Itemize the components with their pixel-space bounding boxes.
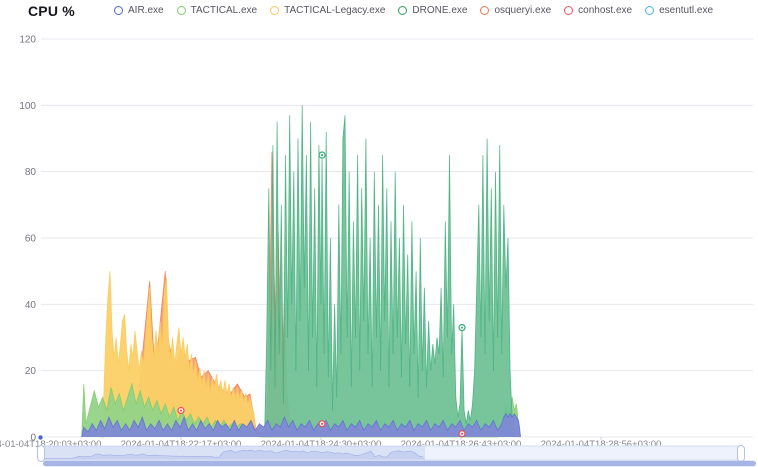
legend-series-circle-icon [270, 6, 280, 15]
legend-item-esentutl-exe[interactable]: esentutl.exe [645, 5, 713, 16]
legend-item-conhost-exe[interactable]: conhost.exe [564, 5, 632, 16]
y-axis-tick-label: 60 [25, 234, 37, 245]
x-axis-tick-label: 2024-01-04T18:28:56+03:00 [541, 439, 662, 450]
data-point-marker-core [460, 432, 464, 435]
x-axis-tick-label: 2024-01-04T18:22:17+03:00 [121, 439, 242, 450]
legend-item-tactical-legacy-exe[interactable]: TACTICAL-Legacy.exe [270, 5, 385, 16]
legend-item-label: conhost.exe [578, 5, 633, 16]
datazoom-left-handle[interactable] [37, 445, 45, 462]
legend-item-osqueryi-exe[interactable]: osqueryi.exe [480, 5, 551, 16]
legend-series-circle-icon [480, 6, 490, 15]
legend-item-label: TACTICAL-Legacy.exe [284, 5, 386, 16]
legend-series-circle-icon [398, 6, 408, 15]
series-area-TACTICAL.exe [81, 383, 520, 437]
legend-series-circle-icon [564, 6, 574, 15]
legend: AIR.exe TACTICAL.exe TACTICAL-Legacy.exe DR… [114, 3, 713, 18]
datazoom-selected-range[interactable] [41, 446, 425, 460]
legend-item-label: osqueryi.exe [494, 5, 552, 16]
legend-item-label: esentutl.exe [659, 5, 714, 16]
data-point-marker-core [320, 153, 324, 157]
legend-series-circle-icon [645, 6, 655, 15]
data-point-marker-core [320, 422, 324, 425]
y-axis-tick-label: 100 [19, 101, 36, 112]
datazoom-right-handle[interactable] [737, 445, 745, 462]
legend-item-label: TACTICAL.exe [190, 5, 258, 16]
datazoom-data-shadow-line [43, 449, 424, 459]
series-line-AIR.exe [81, 413, 521, 438]
data-point-marker-core [460, 326, 464, 329]
y-axis-tick-label: 120 [19, 35, 36, 46]
horizontal-scrollbar-thumb[interactable] [43, 460, 756, 467]
y-axis-tick-label: 80 [25, 167, 37, 178]
legend-item-tactical-exe[interactable]: TACTICAL.exe [176, 5, 258, 16]
series-area-DRONE.exe [264, 105, 516, 438]
x-axis-tick-label: 2024-01-04T18:24:30+03:00 [261, 439, 382, 450]
data-point-marker-core [179, 409, 183, 412]
x-axis-tick-label: 2024-01-04T18:20:03+03:00 [0, 439, 101, 450]
y-axis-tick-label: 40 [25, 300, 37, 311]
page-title: CPU % [28, 3, 75, 19]
legend-series-circle-icon [114, 6, 123, 15]
y-axis-tick-label: 20 [25, 366, 37, 377]
legend-item-label: DRONE.exe [412, 5, 468, 16]
y-axis-tick-label: 0 [30, 433, 36, 444]
series-line-DRONE.exe [264, 105, 516, 438]
legend-item-label: AIR.exe [128, 5, 164, 16]
series-line-TACTICAL-Legacy.exe [101, 271, 257, 438]
legend-item-air-exe[interactable]: AIR.exe [114, 5, 164, 16]
legend-item-drone-exe[interactable]: DRONE.exe [398, 5, 467, 16]
series-area-AIR.exe [81, 413, 521, 437]
slider-indicator-dot[interactable] [37, 434, 44, 441]
x-axis-tick-label: 2024-01-04T18:26:43+03:00 [401, 439, 522, 450]
legend-series-circle-icon [176, 6, 186, 15]
